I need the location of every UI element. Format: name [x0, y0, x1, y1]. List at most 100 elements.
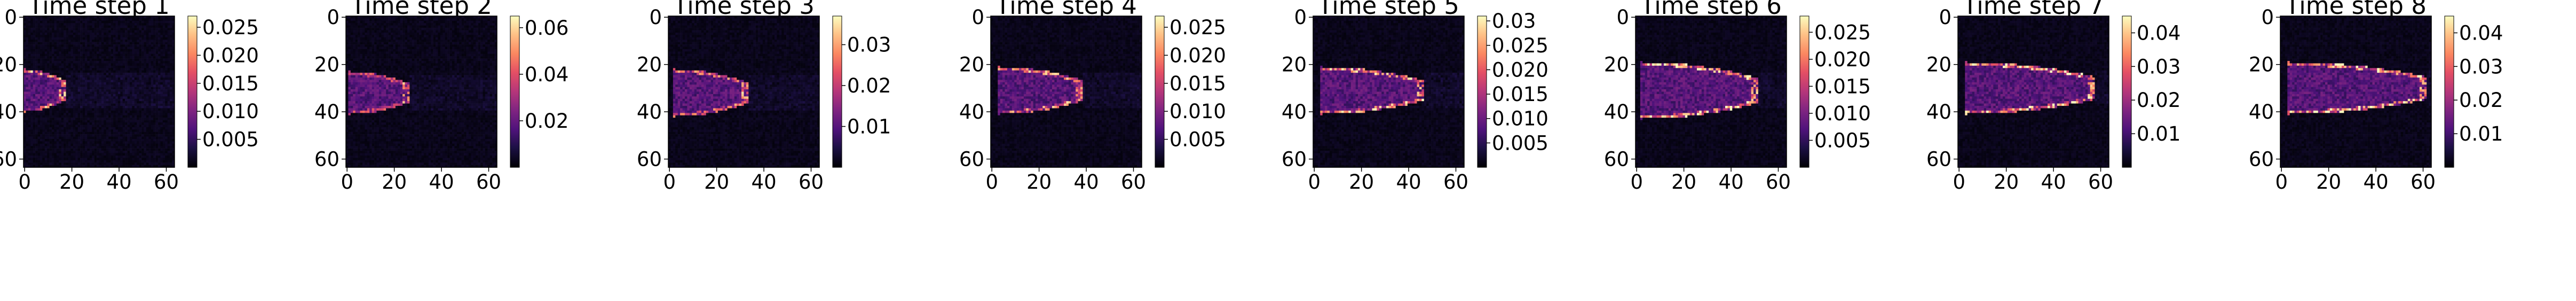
heatmap-cell — [80, 49, 83, 52]
heatmap-cell — [120, 42, 123, 45]
heatmap-cell — [52, 21, 54, 24]
heatmap-cell — [90, 21, 92, 24]
heatmap-cell — [151, 28, 154, 30]
heatmap-cell — [42, 61, 45, 64]
heatmap-cell — [132, 33, 135, 35]
heatmap-cell — [120, 56, 123, 59]
heatmap-cell — [57, 63, 59, 66]
heatmap-cell — [75, 59, 78, 61]
heatmap-cell — [40, 47, 43, 49]
heatmap-cell — [144, 51, 147, 54]
heatmap-cell — [113, 40, 116, 42]
heatmap-cell — [59, 63, 61, 66]
heatmap-cell — [113, 51, 116, 54]
heatmap-cell — [38, 47, 41, 49]
heatmap-cell — [47, 40, 50, 42]
heatmap-cell — [33, 18, 36, 21]
heatmap-cell — [130, 51, 132, 54]
heatmap-cell — [139, 33, 142, 35]
heatmap-cell — [26, 56, 28, 59]
heatmap-cell — [87, 23, 90, 26]
heatmap-cell — [151, 26, 154, 28]
heatmap-cell — [139, 54, 142, 57]
heatmap-cell — [130, 33, 132, 35]
heatmap-cell — [141, 56, 144, 59]
heatmap-cell — [118, 37, 121, 40]
heatmap-cell — [163, 28, 165, 30]
heatmap-cell — [170, 59, 172, 61]
heatmap-cell — [75, 56, 78, 59]
heatmap-cell — [38, 30, 41, 33]
heatmap-cell — [64, 59, 66, 61]
heatmap-cell — [40, 40, 43, 42]
heatmap-cell — [151, 47, 154, 49]
heatmap-cell — [156, 23, 159, 26]
heatmap-cell — [115, 63, 118, 66]
heatmap-cell — [59, 18, 61, 21]
heatmap-cell — [97, 44, 99, 47]
heatmap-cell — [104, 26, 106, 28]
heatmap-cell — [52, 35, 54, 37]
heatmap-cell — [47, 28, 50, 30]
heatmap-cell — [78, 59, 81, 61]
heatmap-cell — [85, 63, 88, 66]
heatmap-cell — [141, 54, 144, 57]
heatmap-cell — [123, 44, 125, 47]
heatmap-cell — [163, 23, 165, 26]
heatmap-cell — [87, 51, 90, 54]
heatmap-cell — [40, 42, 43, 45]
heatmap-cell — [26, 63, 28, 66]
heatmap-cell — [35, 28, 38, 30]
heatmap-cell — [108, 51, 111, 54]
heatmap-cell — [26, 18, 28, 21]
heatmap-cell — [45, 35, 48, 37]
heatmap-cell — [52, 23, 54, 26]
heatmap-cell — [123, 35, 125, 37]
heatmap-cell — [168, 37, 170, 40]
heatmap-cell — [54, 56, 57, 59]
heatmap-cell — [85, 42, 88, 45]
heatmap-cell — [139, 42, 142, 45]
heatmap-cell — [123, 42, 125, 45]
heatmap-cell — [50, 49, 52, 52]
heatmap-cell — [73, 26, 76, 28]
heatmap-cell — [108, 42, 111, 45]
heatmap-cell — [83, 44, 85, 47]
heatmap-cell — [52, 51, 54, 54]
heatmap-cell — [54, 51, 57, 54]
heatmap-cell — [94, 28, 97, 30]
heatmap-cell — [68, 23, 71, 26]
heatmap-cell — [139, 61, 142, 64]
heatmap-cell — [94, 23, 97, 26]
heatmap-cell — [97, 21, 99, 24]
heatmap-cell — [118, 51, 121, 54]
heatmap-cell — [28, 28, 31, 30]
heatmap-cell — [135, 56, 137, 59]
heatmap-cell — [52, 18, 54, 21]
heatmap-cell — [113, 37, 116, 40]
heatmap-cell — [42, 28, 45, 30]
heatmap-cell — [144, 49, 147, 52]
heatmap-cell — [57, 51, 59, 54]
heatmap-cell — [30, 33, 33, 35]
heatmap-cell — [73, 59, 76, 61]
heatmap-cell — [75, 49, 78, 52]
heatmap-cell — [135, 18, 137, 21]
heatmap-cell — [108, 44, 111, 47]
heatmap-cell — [160, 23, 163, 26]
heatmap-cell — [111, 33, 114, 35]
heatmap-cell — [104, 30, 106, 33]
heatmap-cell — [33, 47, 36, 49]
heatmap-cell — [115, 21, 118, 24]
heatmap-cell — [70, 44, 73, 47]
heatmap-cell — [66, 56, 69, 59]
heatmap-cell — [68, 40, 71, 42]
heatmap-cell — [57, 54, 59, 57]
heatmap-cell — [101, 47, 104, 49]
heatmap-cell — [61, 49, 64, 52]
heatmap-cell — [135, 37, 137, 40]
heatmap-cell — [146, 26, 149, 28]
heatmap-cell — [146, 18, 149, 21]
heatmap-cell — [64, 44, 66, 47]
heatmap-cell — [146, 49, 149, 52]
